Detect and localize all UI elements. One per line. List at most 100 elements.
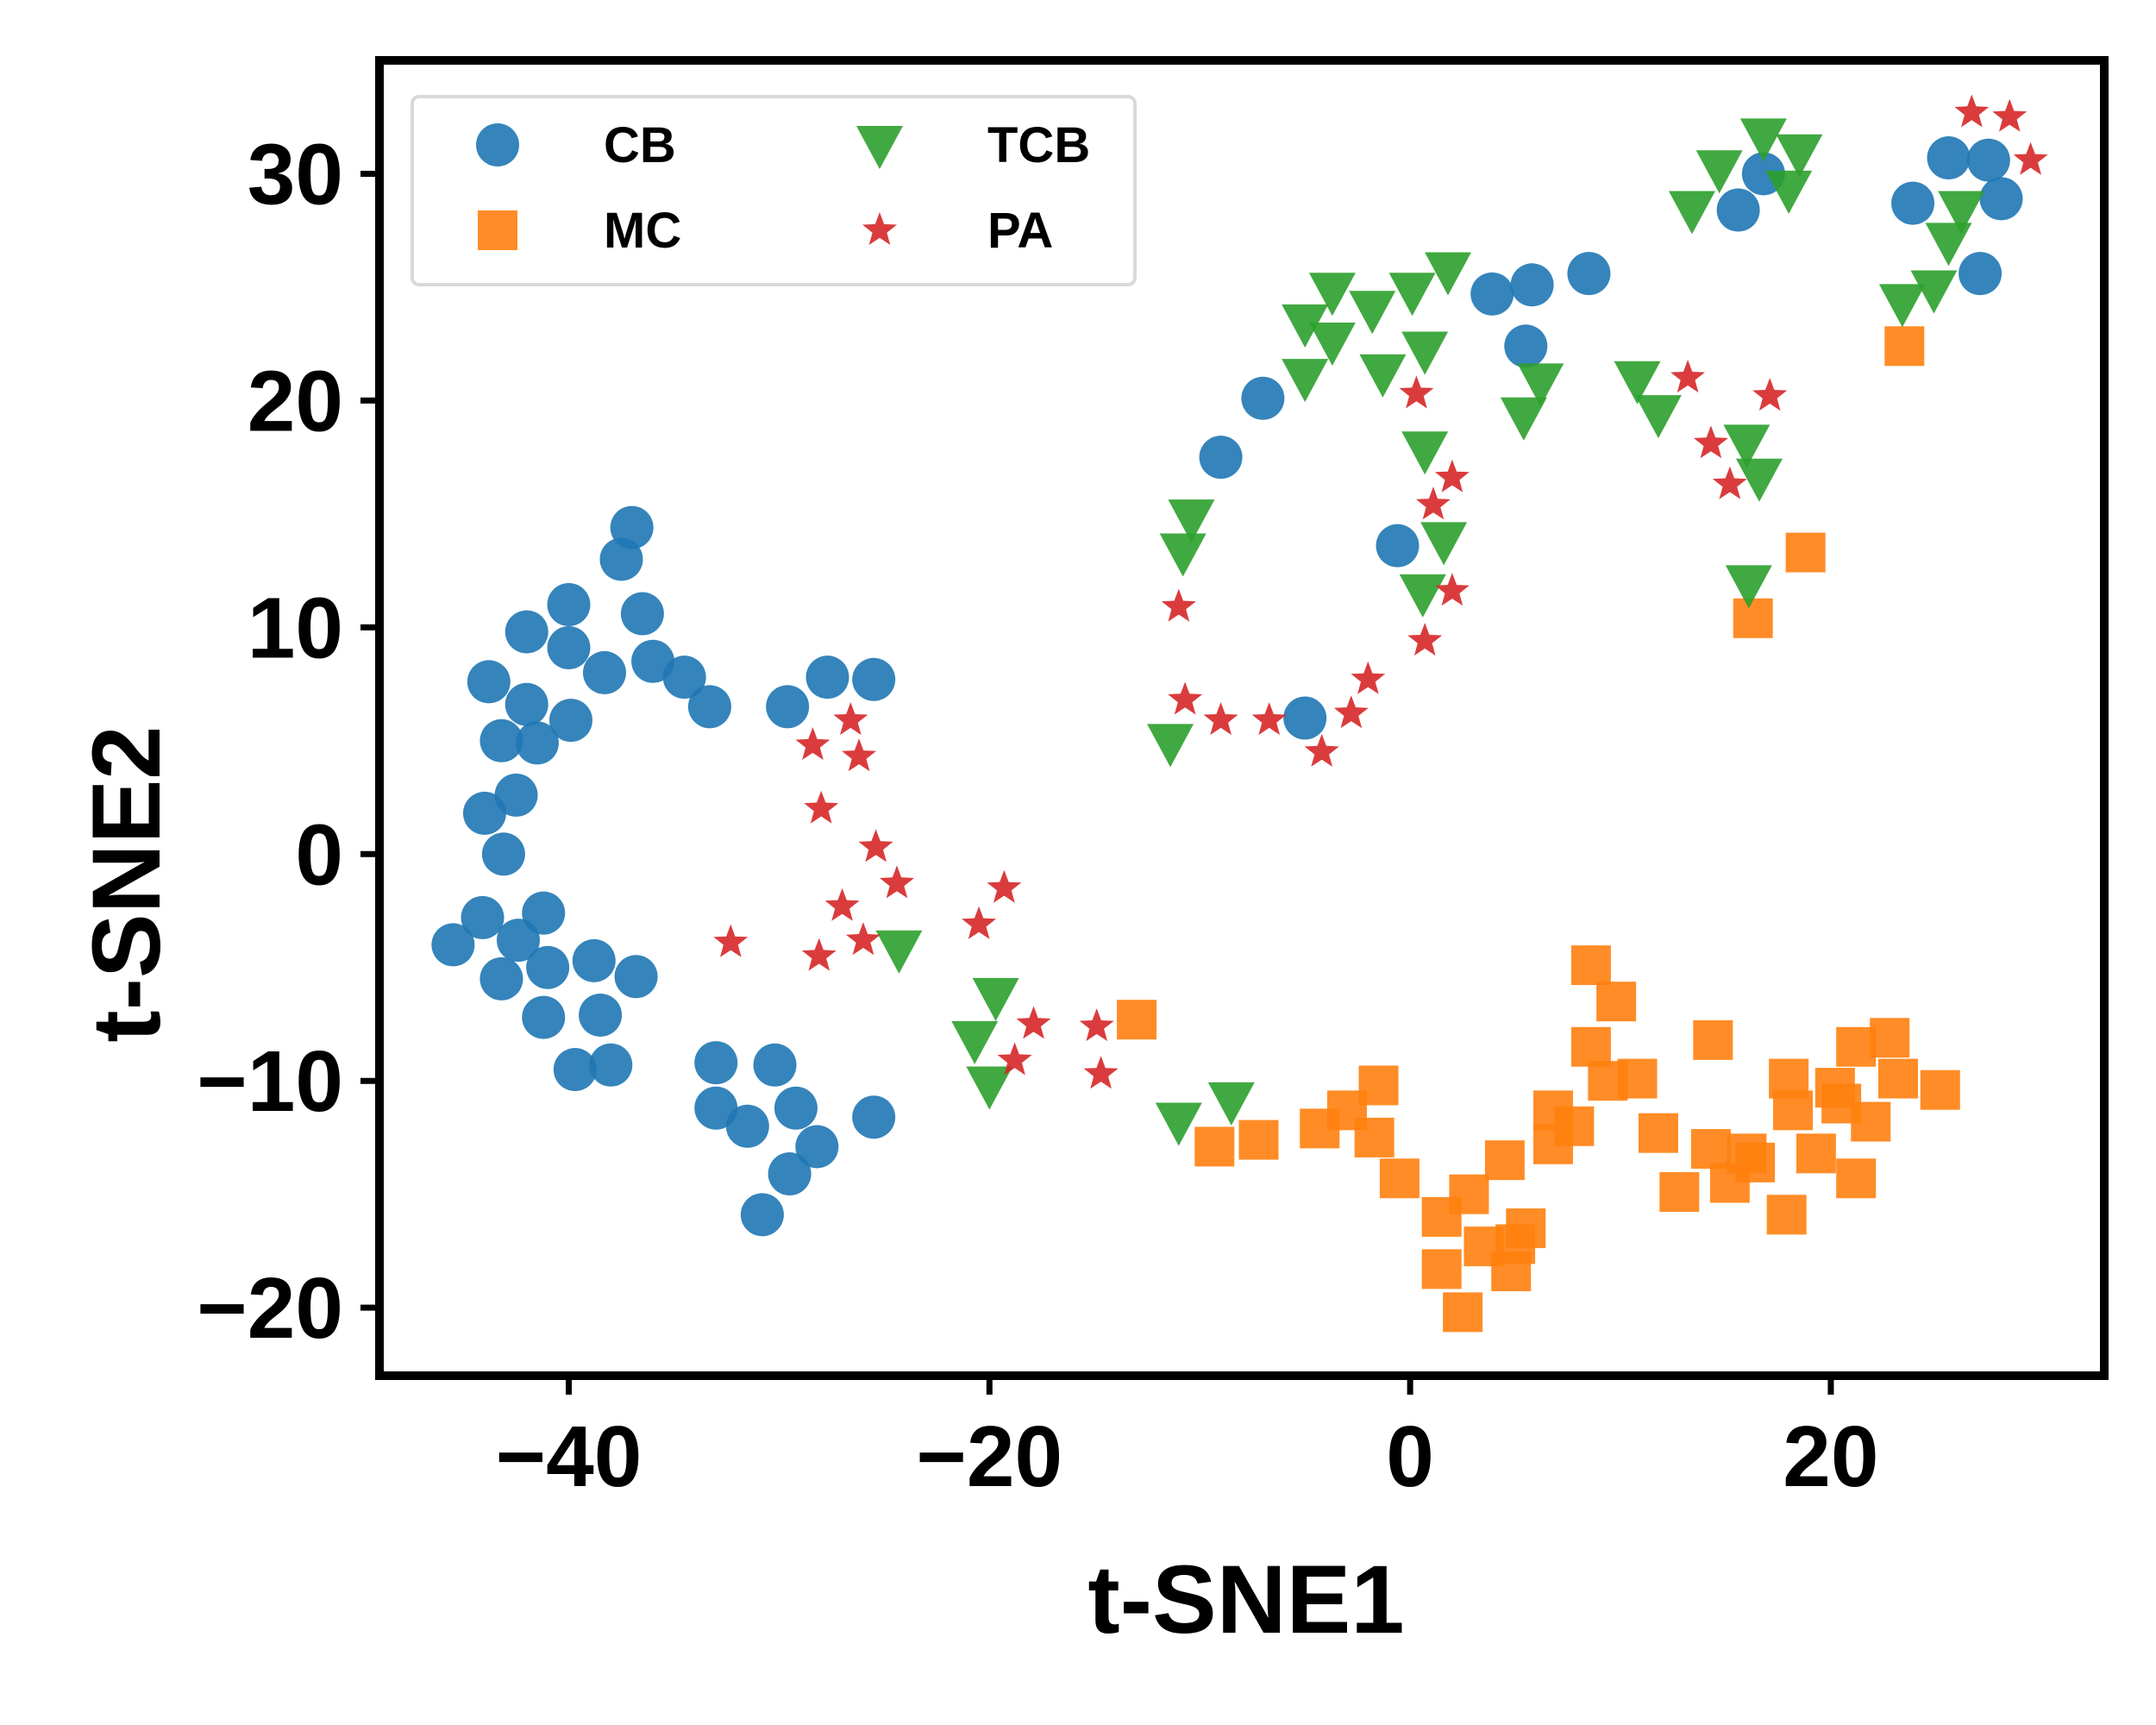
data-point-mc (1421, 1249, 1462, 1289)
data-point-pa (1992, 98, 2028, 132)
legend: CB MC TCB PA (411, 95, 1137, 286)
series-cb (431, 136, 2023, 1237)
data-point-tcb (1308, 273, 1356, 317)
data-point-tcb (1500, 397, 1547, 441)
data-point-cb (1966, 138, 2010, 182)
data-point-pa (987, 869, 1022, 903)
data-point-pa (1304, 733, 1339, 767)
data-point-pa (1251, 702, 1287, 736)
data-point-mc (1690, 1129, 1731, 1170)
plot-marks (431, 94, 2048, 1333)
data-point-tcb (951, 1020, 999, 1064)
data-point-pa (824, 888, 860, 921)
data-point-tcb (1739, 118, 1787, 162)
data-point-cb (431, 923, 475, 967)
legend-item-cb: CB (476, 117, 676, 173)
data-point-mc (1596, 982, 1637, 1022)
data-point-tcb (1282, 359, 1329, 403)
data-point-mc (1821, 1083, 1862, 1124)
data-point-mc (1877, 1058, 1918, 1099)
data-point-tcb (1614, 361, 1661, 405)
data-point-cb (599, 537, 643, 581)
data-point-tcb (1359, 354, 1407, 398)
data-point-pa (1203, 702, 1238, 736)
y-tick-label: 0 (295, 806, 343, 903)
data-point-pa (1954, 94, 1990, 128)
data-point-cb (547, 625, 591, 669)
data-point-cb (462, 791, 506, 835)
data-point-mc (1884, 326, 1925, 367)
data-point-tcb (1147, 724, 1194, 768)
legend-label: CB (604, 117, 676, 173)
legend-label: TCB (987, 117, 1090, 173)
data-point-tcb (1159, 533, 1206, 577)
x-tick-label: −40 (496, 1408, 642, 1505)
data-point-mc (1870, 1018, 1910, 1058)
y-tick-label: −20 (197, 1260, 343, 1357)
data-point-cb (505, 682, 548, 726)
data-point-mc (1617, 1058, 1658, 1099)
data-point-tcb (1308, 323, 1356, 367)
data-point-cb (1959, 252, 2002, 296)
data-point-cb (579, 993, 623, 1037)
data-point-cb (1199, 436, 1243, 480)
data-point-cb (805, 656, 849, 699)
data-point-cb (522, 891, 566, 935)
data-point-cb (589, 1043, 633, 1087)
data-point-pa (1161, 588, 1196, 622)
data-point-mc (1117, 1000, 1157, 1040)
data-point-cb (662, 656, 706, 699)
data-point-tcb (1736, 458, 1783, 502)
data-point-cb (494, 773, 538, 817)
series-pa (713, 94, 2048, 1089)
data-point-cb (467, 660, 511, 704)
data-point-pa (842, 738, 877, 772)
data-point-mc (1358, 1065, 1399, 1106)
legend-item-tcb: TCB (856, 117, 1090, 173)
data-point-mc (1773, 1090, 1814, 1131)
data-point-cb (766, 685, 810, 729)
data-point-mc (1735, 1142, 1776, 1182)
x-tick-label: −20 (916, 1408, 1062, 1505)
data-point-cb (694, 1041, 738, 1085)
axis-ticks: −40 −20 0 20 −20 −10 0 10 20 30 (197, 126, 1878, 1505)
data-point-cb (852, 1095, 896, 1139)
data-point-pa (1399, 375, 1434, 409)
data-point-tcb (1155, 1102, 1202, 1146)
data-point-cb (614, 955, 658, 999)
data-point-cb (740, 1193, 784, 1237)
data-point-mc (1554, 1106, 1595, 1146)
data-point-tcb (1725, 565, 1772, 609)
data-point-cb (1979, 177, 2023, 221)
data-point-mc (1638, 1113, 1678, 1153)
data-point-mc (1836, 1026, 1877, 1067)
data-point-mc (1693, 1019, 1733, 1060)
data-point-tcb (1776, 134, 1823, 178)
data-point-tcb (1420, 522, 1468, 566)
data-point-pa (880, 865, 914, 899)
data-point-mc (1570, 1026, 1611, 1067)
data-point-tcb (1168, 499, 1215, 543)
data-point-cb (620, 592, 664, 636)
data-point-mc (1920, 1070, 1960, 1110)
data-point-tcb (1425, 252, 1472, 296)
data-point-pa (804, 790, 839, 824)
data-point-pa (1434, 573, 1470, 606)
data-point-cb (1716, 188, 1760, 232)
data-point-mc (1766, 1195, 1807, 1235)
data-point-tcb (1388, 273, 1436, 317)
data-point-cb (1283, 696, 1327, 740)
data-point-cb (768, 1151, 812, 1195)
data-point-cb (1376, 524, 1420, 568)
data-point-tcb (1517, 363, 1564, 407)
data-point-cb (479, 718, 523, 762)
data-point-cb (1510, 263, 1554, 307)
data-point-pa (1712, 466, 1747, 499)
data-point-mc (1194, 1126, 1235, 1167)
data-point-cb (753, 1043, 797, 1087)
data-point-tcb (1695, 150, 1743, 194)
y-axis-label: t-SNE2 (72, 725, 180, 1042)
data-point-mc (1659, 1172, 1700, 1213)
